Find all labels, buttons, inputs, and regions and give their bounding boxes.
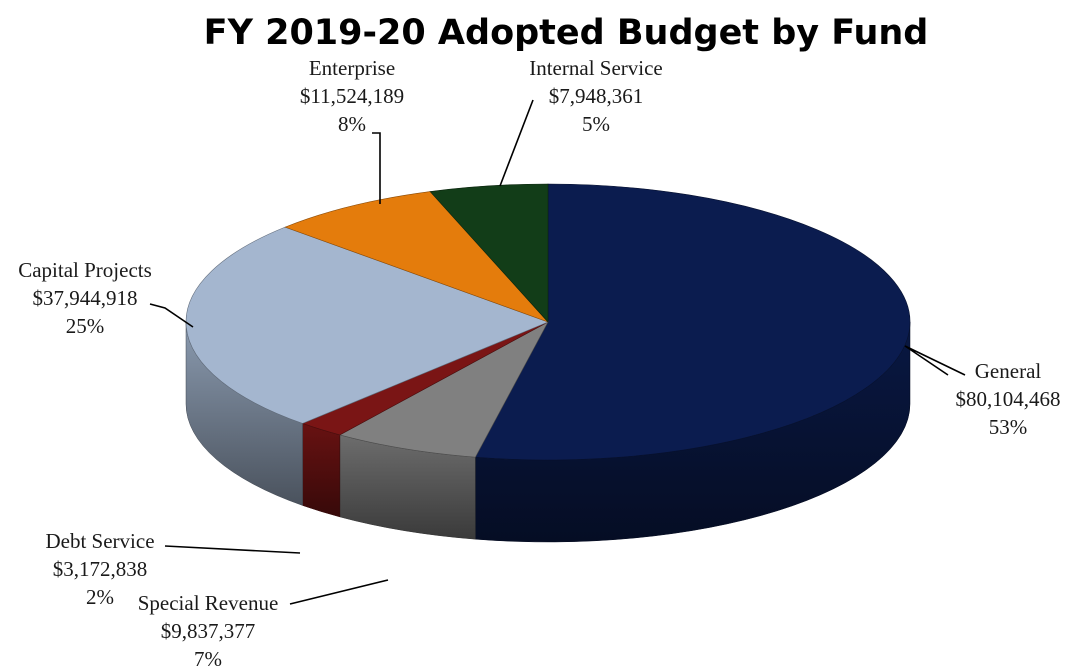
label-name-enterprise: Enterprise [309,56,395,80]
label-percent-capital-projects: 25% [66,314,105,338]
slice-general [474,183,911,461]
leader-line-internal-service [499,99,534,187]
chart-title: FY 2019-20 Adopted Budget by Fund [204,13,929,53]
leader-line-special-revenue [289,579,389,605]
label-value-capital-projects: $37,944,918 [33,286,138,310]
pie-slices [185,183,911,461]
slice-internal-service [429,183,549,323]
pie-sides [185,321,911,543]
slice-special-revenue [339,321,549,458]
label-value-internal-service: $7,948,361 [549,84,644,108]
leader-line-general [904,345,966,376]
label-name-special-revenue: Special Revenue [138,591,279,615]
leader-line-capital-projects [149,303,194,328]
data-labels: General $80,104,468 53% Special Revenue $9,8… [18,56,1060,671]
leader-line-enterprise [372,132,381,204]
slice-side-debt-service [302,423,341,518]
label-percent-enterprise: 8% [338,112,366,136]
label-name-capital-projects: Capital Projects [18,258,152,282]
label-percent-internal-service: 5% [582,112,610,136]
label-value-general: $80,104,468 [956,387,1061,411]
leader-line-debt-service [164,545,301,554]
label-name-internal-service: Internal Service [529,56,663,80]
label-percent-general: 53% [989,415,1028,439]
label-percent-debt-service: 2% [86,585,114,609]
slice-capital-projects [185,226,549,424]
label-value-debt-service: $3,172,838 [53,557,148,581]
label-percent-special-revenue: 7% [194,647,222,671]
label-name-general: General [975,359,1042,383]
label-value-enterprise: $11,524,189 [300,84,404,108]
slice-enterprise [284,191,549,323]
label-value-special-revenue: $9,837,377 [161,619,256,643]
label-name-debt-service: Debt Service [45,529,154,553]
